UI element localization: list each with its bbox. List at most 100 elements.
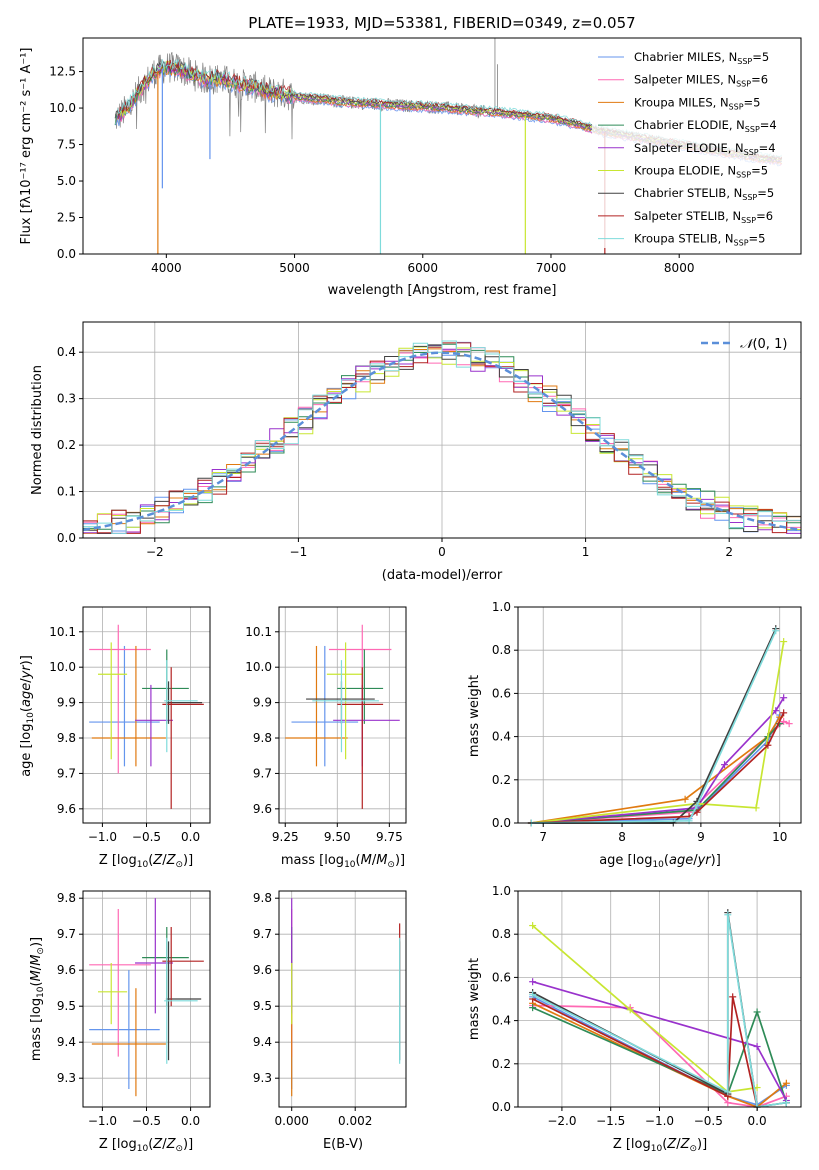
y-tick-label: 10.0: [49, 101, 76, 115]
mass-weight-line: [531, 630, 777, 824]
y-tick-label: 0.6: [492, 686, 511, 700]
y-tick-label: 5.0: [57, 174, 76, 188]
legend-label: Chabrier MILES, NSSP=5: [634, 50, 769, 66]
mass-vs-metallicity-plot-area: [83, 891, 210, 1107]
residuals-plot-area: [82, 340, 802, 534]
y-tick-label: 9.5: [253, 999, 272, 1013]
age-vs-mass-x-label: mass [log10(M/M⊙)]: [281, 853, 405, 870]
x-tick-label: −1.0: [88, 1114, 117, 1128]
weight-vs-age-x-label: age [log10(age/yr)]: [599, 853, 721, 870]
residuals-panel: −2 −1 0 1 2 0.0 0.1 0.2 0.3 0.4 (data-model)/err…: [30, 321, 802, 583]
age-vs-mass-panel: 9.25 9.50 9.75 9.6 9.7 9.8 9.9 10.0 10.1 mass [l…: [245, 606, 407, 870]
mass-weight-line: [532, 1002, 787, 1108]
y-tick-label: 0.1: [57, 485, 76, 499]
y-tick-label: 0.2: [492, 773, 511, 787]
mass-vs-ebv-panel: 0.000 0.002 9.3 9.4 9.5 9.6 9.7 9.8 E(B-V): [253, 890, 407, 1152]
x-tick-label: 10: [772, 830, 787, 844]
normal-curve-legend-label: 𝒩(0, 1): [740, 337, 787, 352]
mass-vs-ebv-plot-area: [279, 891, 406, 1107]
mass-weight-line: [531, 641, 785, 824]
x-tick-label: 5000: [279, 261, 310, 275]
x-tick-label: −1: [290, 545, 308, 559]
y-tick-label: 9.4: [57, 1035, 76, 1049]
y-tick-label: 0.8: [492, 927, 511, 941]
residuals-x-ticks: −2 −1 0 1 2: [146, 538, 733, 559]
y-tick-label: 9.7: [57, 927, 76, 941]
age-vs-metallicity-ticks: −1.0 −0.5 0.0 9.6 9.7 9.8 9.9 10.0 10.1: [49, 625, 200, 844]
residuals-legend: 𝒩(0, 1): [701, 337, 787, 352]
y-tick-label: 9.7: [253, 927, 272, 941]
residuals-y-ticks: 0.0 0.1 0.2 0.3 0.4: [57, 345, 83, 545]
x-tick-label: −2: [146, 545, 164, 559]
weight-vs-age-axes-frame: [517, 606, 802, 824]
age-vs-mass-plot-area: [279, 607, 406, 823]
x-tick-label: 9.50: [324, 830, 351, 844]
x-tick-label: 2: [725, 545, 733, 559]
y-tick-label: 9.6: [253, 802, 272, 816]
y-tick-label: 9.8: [57, 891, 76, 905]
legend-label: Salpeter STELIB, NSSP=6: [634, 209, 773, 225]
y-tick-label: 9.9: [253, 696, 272, 710]
weight-vs-metallicity-x-label: Z [log10(Z/Z⊙)]: [613, 1137, 707, 1154]
weight-vs-metallicity-y-label: mass weight: [467, 958, 482, 1040]
y-tick-label: 0.4: [492, 1014, 511, 1028]
y-tick-label: 10.1: [245, 625, 272, 639]
x-tick-label: 4000: [151, 261, 182, 275]
spectrum-y-ticks: 0.0 2.5 5.0 7.5 10.0 12.5: [49, 65, 83, 261]
residual-histogram-step: [83, 340, 801, 534]
y-tick-label: 0.2: [57, 438, 76, 452]
mass-vs-metallicity-ticks: −1.0 −0.5 0.0 9.3 9.4 9.5 9.6 9.7 9.8: [57, 891, 200, 1128]
mass-weight-line: [531, 723, 781, 824]
age-vs-metallicity-panel: −1.0 −0.5 0.0 9.6 9.7 9.8 9.9 10.0 10.1 Z [log10…: [19, 606, 211, 870]
y-tick-label: 10.0: [49, 660, 76, 674]
y-tick-label: 0.0: [492, 816, 511, 830]
spectrum-title: PLATE=1933, MJD=53381, FIBERID=0349, z=0…: [248, 14, 635, 32]
mass-weight-line: [532, 996, 758, 1108]
y-tick-label: 9.7: [57, 766, 76, 780]
x-tick-label: −1.0: [645, 1114, 674, 1128]
legend-label: Chabrier ELODIE, NSSP=4: [634, 118, 777, 134]
y-tick-label: 1.0: [492, 884, 511, 898]
y-tick-label: 9.8: [253, 731, 272, 745]
weight-vs-age-ticks: 7 8 9 10 0.0 0.2 0.4 0.6 0.8 1.0: [492, 600, 787, 844]
age-vs-metallicity-y-label: age [log10(age/yr)]: [19, 655, 36, 777]
y-tick-label: 9.9: [57, 696, 76, 710]
x-tick-label: 7: [539, 830, 547, 844]
spectrum-x-ticks: 4000 5000 6000 7000 8000: [151, 254, 694, 275]
y-tick-label: 9.3: [253, 1071, 272, 1085]
y-tick-label: 0.0: [492, 1100, 511, 1114]
mass-vs-metallicity-x-label: Z [log10(Z/Z⊙)]: [99, 1137, 193, 1154]
y-tick-label: 10.1: [49, 625, 76, 639]
x-tick-label: −1.5: [596, 1114, 625, 1128]
x-tick-label: 9: [697, 830, 705, 844]
x-tick-label: −0.5: [132, 1114, 161, 1128]
legend-label: Kroupa STELIB, NSSP=5: [634, 232, 765, 248]
x-tick-label: −1.0: [88, 830, 117, 844]
y-tick-label: 0.6: [492, 970, 511, 984]
y-tick-label: 9.8: [253, 891, 272, 905]
weight-vs-metallicity-ticks: −2.0 −1.5 −1.0 −0.5 0.0 0.0 0.2 0.4 0.6 0.8 1.0: [492, 884, 767, 1128]
spectrum-y-label: Flux [fλ10⁻¹⁷ erg cm⁻² s⁻¹ A⁻¹]: [19, 48, 34, 245]
residual-histogram-step: [83, 346, 801, 531]
y-tick-label: 0.4: [57, 345, 76, 359]
y-tick-label: 7.5: [57, 138, 76, 152]
legend-label: Salpeter MILES, NSSP=6: [634, 73, 768, 89]
x-tick-label: 6000: [407, 261, 438, 275]
mass-vs-metallicity-panel: −1.0 −0.5 0.0 9.3 9.4 9.5 9.6 9.7 9.8 Z [log10(Z…: [29, 890, 211, 1154]
y-tick-label: 9.4: [253, 1035, 272, 1049]
y-tick-label: 0.3: [57, 392, 76, 406]
mass-vs-metallicity-y-label: mass [log10(M/M⊙)]: [29, 937, 46, 1061]
x-tick-label: 0.0: [748, 1114, 767, 1128]
x-tick-label: −2.0: [547, 1114, 576, 1128]
age-vs-mass-ticks: 9.25 9.50 9.75 9.6 9.7 9.8 9.9 10.0 10.1: [245, 625, 402, 844]
y-tick-label: 9.6: [57, 963, 76, 977]
x-tick-label: 0.0: [181, 830, 200, 844]
x-tick-label: 1: [582, 545, 590, 559]
legend-label: Kroupa MILES, NSSP=5: [634, 95, 760, 111]
mass-weight-line: [531, 716, 781, 824]
age-vs-metallicity-x-label: Z [log10(Z/Z⊙)]: [99, 853, 193, 870]
y-tick-label: 2.5: [57, 211, 76, 225]
x-tick-label: 0.000: [275, 1114, 309, 1128]
legend-label: Salpeter ELODIE, NSSP=4: [634, 141, 776, 157]
x-tick-label: 7000: [536, 261, 567, 275]
